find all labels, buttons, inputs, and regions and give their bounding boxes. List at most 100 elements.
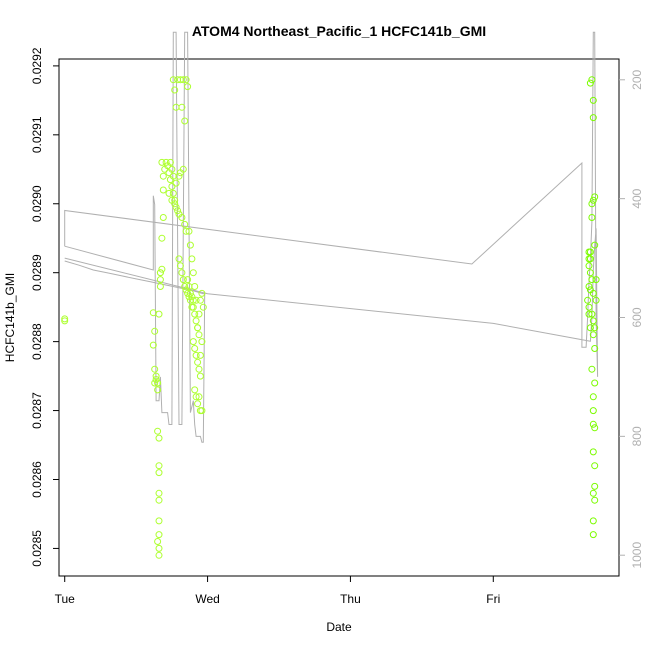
data-point <box>178 103 186 111</box>
data-point <box>191 386 199 394</box>
data-point <box>61 315 69 323</box>
data-point <box>191 283 199 290</box>
x-tick-label: Tue <box>55 592 76 606</box>
data-point <box>155 531 163 539</box>
data-point <box>155 462 163 470</box>
y-tick-label: 0.0286 <box>30 461 44 498</box>
data-point <box>589 517 597 525</box>
data-point <box>589 420 597 428</box>
data-point <box>175 172 183 180</box>
data-point <box>172 179 180 187</box>
data-point <box>586 255 594 263</box>
data-point <box>192 351 200 359</box>
y-tick-label: 0.0292 <box>30 47 44 84</box>
data-point <box>168 165 176 173</box>
data-point <box>155 544 163 552</box>
data-point <box>179 276 187 284</box>
series-line-3 <box>64 31 206 443</box>
data-point <box>194 358 202 366</box>
data-point <box>196 351 204 359</box>
data-point <box>589 393 597 401</box>
data-point <box>589 196 597 204</box>
data-point <box>188 293 196 301</box>
data-point <box>589 289 597 297</box>
data-point <box>589 114 597 122</box>
x-axis-label: Date <box>326 620 352 634</box>
chart-title: ATOM4 Northeast_Pacific_1 HCFC141b_GMI <box>192 23 486 39</box>
data-point <box>588 200 596 208</box>
right-tick-label: 800 <box>630 426 644 446</box>
data-point <box>591 193 599 201</box>
data-point <box>154 386 162 394</box>
data-point <box>588 310 596 318</box>
data-point <box>188 255 196 263</box>
data-point <box>151 327 159 335</box>
data-point <box>588 365 596 373</box>
data-point <box>196 372 204 380</box>
plot-frame <box>58 58 620 577</box>
data-point <box>172 103 180 111</box>
data-point <box>155 310 163 318</box>
data-point <box>179 76 187 84</box>
data-point <box>586 269 594 277</box>
data-point <box>199 303 207 311</box>
data-point <box>192 317 200 325</box>
data-point <box>192 296 200 304</box>
data-point <box>184 83 192 91</box>
data-point <box>184 289 192 297</box>
data-point <box>198 407 206 415</box>
data-point <box>159 186 167 194</box>
data-point <box>178 214 186 221</box>
data-point <box>159 214 167 221</box>
data-point <box>166 158 174 166</box>
data-point <box>589 407 597 415</box>
data-point <box>189 296 197 304</box>
right-tick-label: 1000 <box>630 542 644 569</box>
data-point <box>588 276 596 284</box>
data-point <box>591 482 599 490</box>
data-point <box>169 189 177 197</box>
data-point <box>149 341 157 349</box>
data-point <box>192 393 200 401</box>
x-tick-label: Thu <box>340 592 361 606</box>
data-point <box>586 79 594 87</box>
data-point <box>585 262 593 270</box>
data-point <box>168 183 176 190</box>
data-point <box>162 158 170 166</box>
data-point <box>592 296 600 304</box>
data-point <box>155 434 163 442</box>
data-point <box>591 379 599 387</box>
data-point <box>198 338 206 346</box>
data-point <box>185 227 193 235</box>
data-point <box>591 496 599 504</box>
data-point <box>152 372 160 380</box>
data-point <box>155 551 163 559</box>
data-point <box>591 462 599 470</box>
data-point <box>154 427 162 435</box>
data-point <box>152 376 160 383</box>
data-point <box>154 538 162 545</box>
data-point <box>154 379 162 387</box>
data-point <box>191 345 199 352</box>
data-point <box>589 448 597 456</box>
data-point <box>155 489 163 497</box>
data-point <box>179 165 187 173</box>
data-point <box>589 317 597 325</box>
data-point <box>175 255 183 263</box>
data-point <box>151 365 159 373</box>
y-tick-label: 0.0290 <box>30 185 44 222</box>
data-point <box>181 283 189 290</box>
data-point <box>174 207 182 215</box>
data-point <box>186 289 194 297</box>
series-line-2 <box>64 31 599 377</box>
y-tick-label: 0.0291 <box>30 116 44 153</box>
data-point <box>586 324 594 332</box>
y-tick-label: 0.0288 <box>30 323 44 360</box>
data-point <box>156 276 164 284</box>
data-point <box>589 531 597 539</box>
right-tick-label: 600 <box>630 307 644 327</box>
data-point <box>155 496 163 504</box>
data-point <box>176 262 184 270</box>
data-point <box>158 265 166 273</box>
